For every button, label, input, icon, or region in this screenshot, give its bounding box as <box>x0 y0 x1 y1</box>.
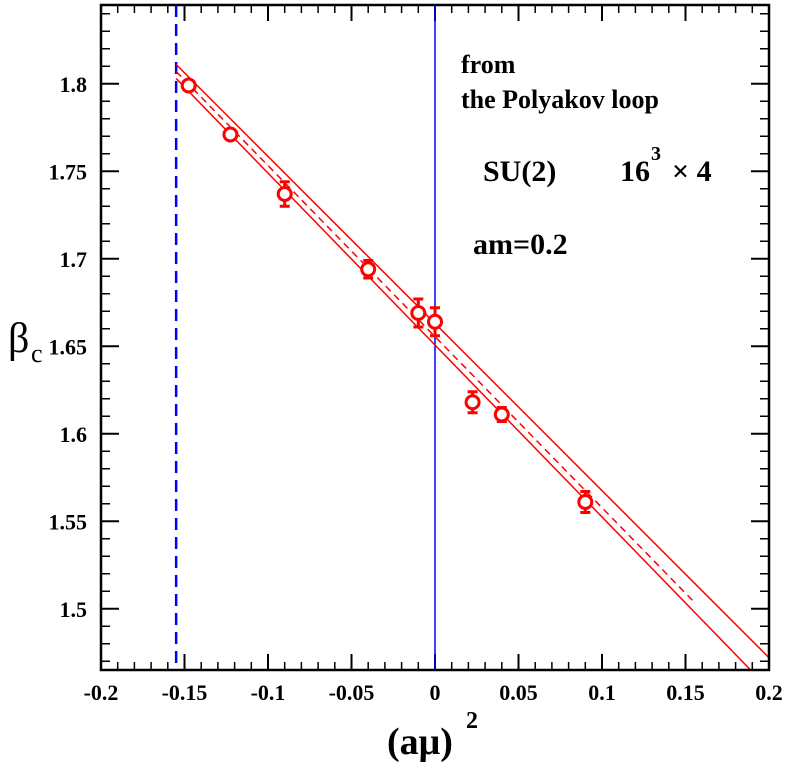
data-point <box>577 490 594 514</box>
x-tick-label: -0.1 <box>251 680 286 705</box>
y-tick-label: 1.55 <box>49 509 88 534</box>
y-tick-labels: 1.5 1.55 1.6 1.65 1.7 1.75 1.8 <box>49 72 88 622</box>
annotation-group: SU(2) <box>483 155 556 188</box>
y-axis-title: β <box>8 316 29 362</box>
data-point <box>464 390 481 415</box>
data-point <box>180 77 197 94</box>
x-tick-label: 0.05 <box>499 680 538 705</box>
fit-central-line <box>175 70 695 603</box>
axis-ticks <box>100 5 770 670</box>
annotation-lattice-rest: × 4 <box>672 155 712 188</box>
x-tick-labels: -0.2 -0.15 -0.1 -0.05 0 0.05 0.1 0.15 0.2 <box>84 680 783 705</box>
plot-frame <box>99 3 771 672</box>
x-tick-label: 0.1 <box>588 680 616 705</box>
data-point <box>493 406 510 423</box>
fit-band <box>175 63 769 670</box>
annotation-mass: am=0.2 <box>473 228 568 261</box>
point-marker <box>493 406 510 423</box>
x-tick-label: 0.15 <box>666 680 705 705</box>
data-point <box>276 180 293 208</box>
annotation-from: from <box>461 50 516 79</box>
x-tick-label: -0.15 <box>162 680 208 705</box>
x-tick-label: 0.2 <box>755 680 783 705</box>
annotation-lattice-exp: 3 <box>651 143 661 165</box>
y-tick-label: 1.65 <box>49 334 88 359</box>
data-point <box>427 306 443 338</box>
data-point <box>410 297 427 329</box>
data-points <box>180 77 594 514</box>
point-marker <box>222 126 239 143</box>
y-tick-label: 1.8 <box>60 72 88 97</box>
point-marker <box>464 394 481 411</box>
x-tick-label: -0.2 <box>84 680 119 705</box>
y-axis-title-subscript: c <box>31 339 43 368</box>
reference-lines <box>174 5 436 670</box>
annotation-lattice-base: 16 <box>620 155 650 188</box>
point-marker <box>410 305 427 321</box>
annotation-polyakov: the Polyakov loop <box>461 85 659 114</box>
point-marker <box>427 313 443 330</box>
x-tick-label: 0 <box>430 680 441 705</box>
y-tick-label: 1.6 <box>60 422 88 447</box>
point-marker <box>360 261 377 278</box>
y-tick-label: 1.5 <box>60 597 88 622</box>
x-tick-label: -0.05 <box>329 680 375 705</box>
y-tick-label: 1.7 <box>60 247 88 272</box>
x-axis-title: (aμ) <box>387 721 453 763</box>
data-point <box>222 126 239 143</box>
point-marker <box>180 77 197 94</box>
fit-lower-line <box>175 77 752 670</box>
x-axis-title-superscript: 2 <box>466 708 478 734</box>
data-point <box>360 259 377 280</box>
fit-upper-line <box>175 63 769 659</box>
point-marker <box>577 494 594 510</box>
y-tick-label: 1.75 <box>49 159 88 184</box>
point-marker <box>276 186 293 202</box>
